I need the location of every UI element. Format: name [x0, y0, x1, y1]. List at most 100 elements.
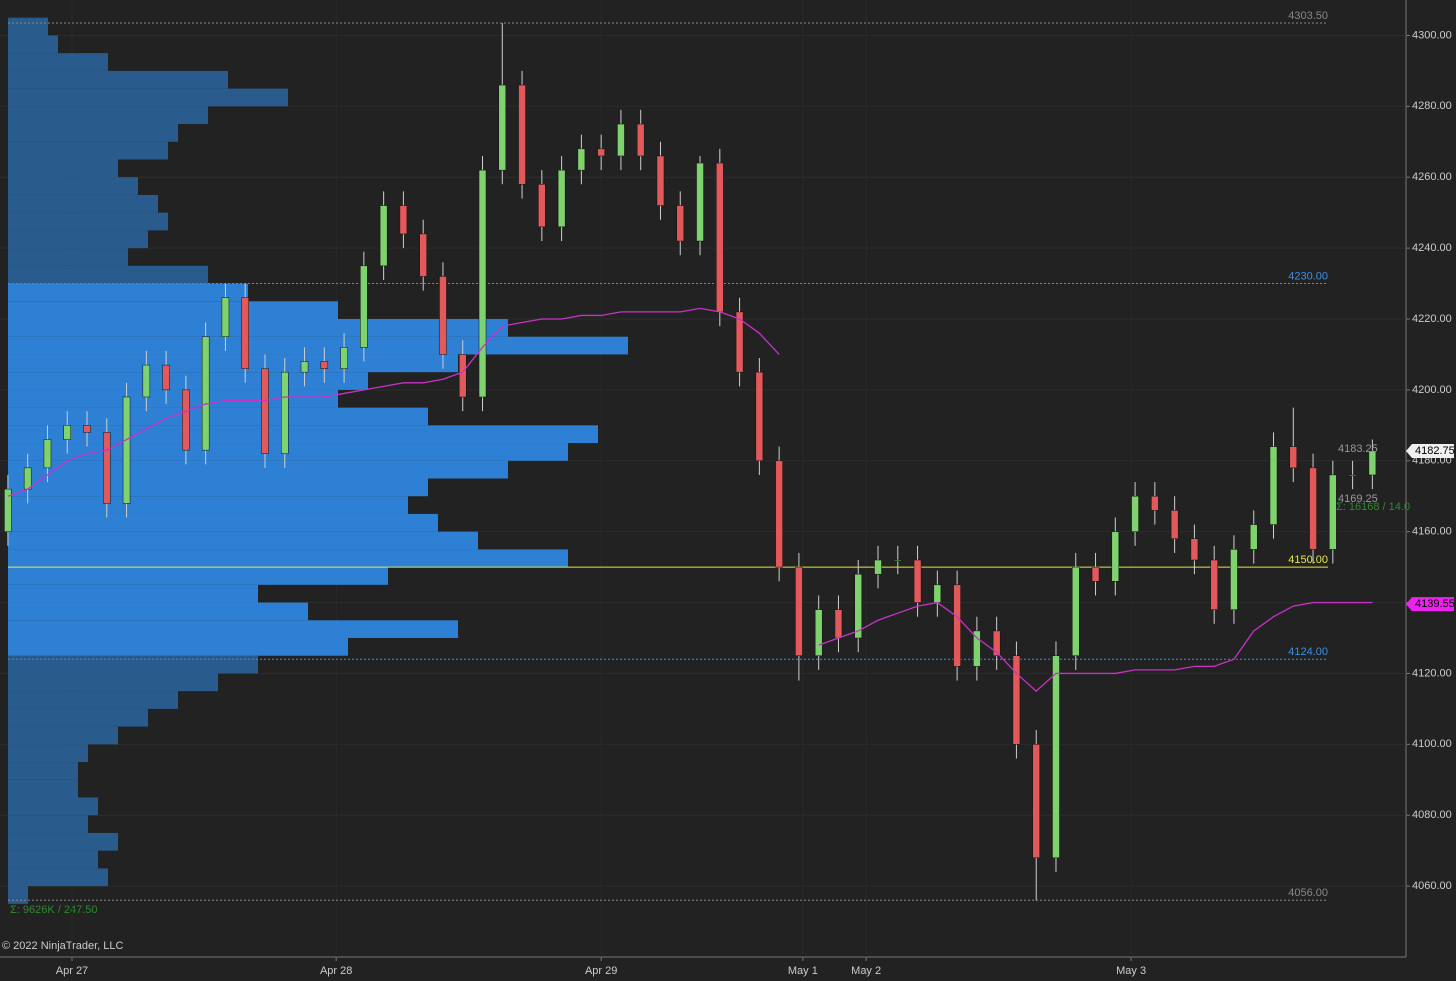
candle-body	[1052, 655, 1060, 859]
candle-body	[1269, 446, 1278, 525]
bar-label: 4183.25	[1338, 443, 1378, 455]
candle-body	[23, 467, 32, 490]
candle-body	[597, 148, 605, 157]
y-tick-label: 4200.00	[1412, 384, 1452, 396]
profile-bar	[8, 815, 88, 833]
profile-bar	[8, 460, 508, 479]
y-tick-label: 4280.00	[1412, 100, 1452, 112]
candle-body	[1170, 510, 1179, 540]
profile-bar	[8, 319, 508, 337]
level-label: 4056.00	[1288, 887, 1328, 899]
price-badge	[1406, 597, 1454, 612]
x-tick-label: Apr 28	[320, 965, 352, 977]
candle-body	[1329, 474, 1337, 550]
profile-bar	[8, 691, 178, 709]
profile-bar	[8, 230, 148, 249]
profile-bar	[8, 850, 98, 869]
candle-body	[201, 336, 210, 451]
candle-body	[478, 169, 487, 398]
vwap-line	[7, 307, 1373, 693]
profile-bar	[8, 70, 228, 89]
profile-bar	[8, 673, 218, 692]
profile-bar	[8, 549, 568, 568]
profile-bar	[8, 194, 158, 213]
candle-body	[992, 630, 1001, 656]
candle-body	[656, 155, 665, 206]
profile-bar	[8, 779, 78, 798]
profile-bar	[8, 177, 138, 195]
candle-body	[735, 311, 744, 373]
candle-body	[281, 371, 289, 454]
profile-bar	[8, 567, 388, 585]
candle-body	[1368, 450, 1377, 476]
candle-body	[953, 584, 961, 667]
profile-summary: Σ: 9626K / 247.50	[10, 904, 98, 916]
last-summary: Σ: 16168 / 14.0	[1336, 501, 1410, 513]
level-label: 4124.00	[1288, 646, 1328, 658]
profile-bar	[8, 620, 458, 638]
candle-body	[63, 425, 71, 440]
candle-body	[1131, 495, 1139, 532]
candle-body	[142, 364, 151, 398]
profile-bar	[8, 301, 338, 319]
price-badge-label: 4182.75	[1415, 445, 1455, 457]
bar-label: 4169.25	[1338, 493, 1378, 505]
profile-bar	[8, 159, 118, 178]
profile-bar	[8, 478, 428, 497]
candle-body	[498, 84, 507, 171]
candle-body	[261, 368, 269, 454]
candle-body	[834, 609, 843, 639]
profile-bar	[8, 602, 308, 621]
profile-bar	[8, 425, 598, 444]
candle-body	[1072, 566, 1080, 656]
candle-body	[182, 389, 190, 451]
candle-body	[458, 354, 467, 398]
profile-bar	[8, 35, 58, 54]
profile-bar	[8, 265, 208, 284]
y-tick-label: 4240.00	[1412, 242, 1452, 254]
profile-bar	[8, 726, 118, 745]
candle-body	[122, 396, 131, 504]
x-tick-label: May 3	[1116, 965, 1146, 977]
candle-body	[1230, 549, 1238, 610]
profile-bar	[8, 832, 118, 851]
profile-bar	[8, 407, 428, 426]
x-tick-label: Apr 29	[585, 965, 617, 977]
level-label: 4230.00	[1288, 270, 1328, 282]
y-tick-label: 4300.00	[1412, 29, 1452, 41]
profile-bar	[8, 886, 28, 904]
y-tick-label: 4120.00	[1412, 667, 1452, 679]
profile-bar	[8, 638, 348, 656]
candle-body	[1309, 467, 1317, 550]
candle-body	[913, 559, 922, 603]
y-tick-label: 4260.00	[1412, 171, 1452, 183]
candle-body	[1151, 495, 1159, 511]
candle-body	[439, 276, 447, 355]
candle-body	[557, 169, 566, 228]
candle-body	[1289, 446, 1298, 469]
profile-bar	[8, 797, 98, 816]
profile-bar	[8, 124, 178, 142]
candle-body	[795, 566, 803, 656]
candle-body	[696, 162, 704, 242]
y-tick-label: 4100.00	[1412, 738, 1452, 750]
candle-body	[1012, 655, 1021, 745]
candle-body	[1249, 524, 1258, 550]
profile-bar	[8, 389, 338, 408]
y-tick-label: 4220.00	[1412, 313, 1452, 325]
candle-body	[854, 573, 862, 639]
y-tick-label: 4160.00	[1412, 526, 1452, 538]
candle-body	[43, 439, 52, 469]
candle-body	[340, 347, 348, 369]
candle-body	[716, 162, 724, 313]
profile-bar	[8, 106, 208, 125]
profile-bar	[8, 868, 108, 887]
profile-bar	[8, 88, 288, 107]
candle-body	[617, 123, 625, 157]
price-badge-label: 4139.55	[1415, 598, 1455, 610]
profile-bar	[8, 53, 108, 71]
candle-body	[1091, 566, 1100, 582]
candle-body	[933, 584, 942, 603]
profile-bar	[8, 372, 368, 390]
